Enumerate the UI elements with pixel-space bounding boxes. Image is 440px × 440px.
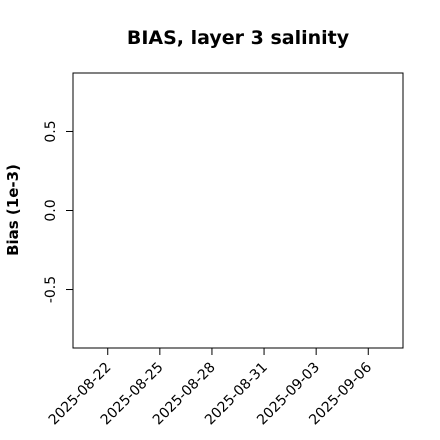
y-tick-label: -0.5 [43,276,59,303]
y-axis-label: Bias (1e-3) [4,164,22,256]
plot-frame [72,72,404,349]
chart-title: BIAS, layer 3 salinity [127,27,350,49]
y-axis: -0.5 0.0 0.5 [43,120,73,303]
y-tick-label: 0.5 [43,120,59,142]
x-axis: 2025-08-222025-08-252025-08-282025-08-31… [46,348,375,428]
y-tick-label: 0.0 [43,199,59,221]
